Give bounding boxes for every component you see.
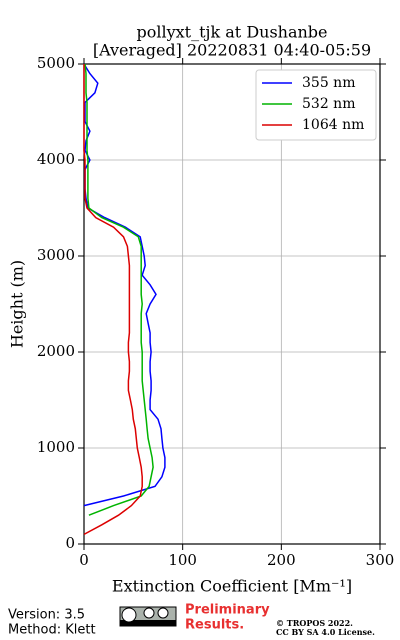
y-tick-label: 3000: [37, 246, 75, 264]
chart-title: pollyxt_tjk at Dushanbe: [136, 23, 327, 42]
profile-line: [84, 63, 154, 516]
y-tick-label: 5000: [37, 54, 75, 72]
license-logo-sa: [157, 607, 169, 619]
status: Preliminary: [185, 603, 270, 618]
profile-line: [83, 64, 143, 536]
y-axis-label: Height (m): [8, 260, 27, 348]
legend-label: 1064 nm: [302, 117, 364, 133]
copyright: © TROPOS 2022.: [276, 618, 353, 628]
footer: Version: 3.5 Method: Klett Preliminary R…: [8, 603, 375, 638]
method: Method: Klett: [8, 623, 96, 638]
y-tick-label: 4000: [37, 150, 75, 168]
legend-label: 532 nm: [302, 96, 355, 112]
legend-box: [255, 69, 377, 141]
license-logo-cc: [121, 607, 137, 623]
chart-subtitle: [Averaged] 20220831 04:40-05:59: [93, 41, 371, 60]
x-tick-label: 100: [168, 551, 197, 569]
y-tick-label: 1000: [37, 438, 75, 456]
status: Results.: [185, 618, 244, 633]
y-tick-label: 2000: [37, 342, 75, 360]
license: CC BY SA 4.0 License.: [276, 627, 375, 637]
legend: 355 nm 532 nm 1064 nm: [255, 69, 377, 141]
x-tick-label: 0: [79, 551, 89, 569]
x-axis-label: Extinction Coefficient [Mm⁻¹]: [112, 577, 352, 596]
profile-line: [83, 63, 166, 507]
x-tick-label: 300: [366, 551, 395, 569]
version: Version: 3.5: [8, 608, 85, 623]
x-tick-label: 200: [267, 551, 296, 569]
license-logo-band: [120, 620, 176, 626]
y-tick-label: 0: [65, 534, 75, 552]
license-logo-by: [143, 607, 155, 619]
plot-frame: [83, 63, 381, 545]
legend-label: 355 nm: [302, 75, 355, 91]
